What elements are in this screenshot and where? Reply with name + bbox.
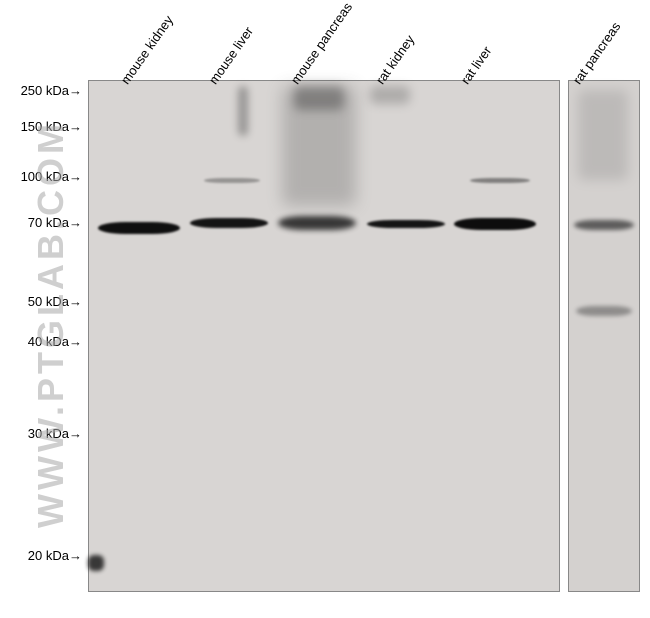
band-7 (574, 220, 634, 230)
marker-label-0: 250 kDa→ (21, 83, 82, 98)
lane-label-2: mouse pancreas (288, 0, 355, 87)
band-0 (98, 222, 180, 234)
band-5 (454, 218, 536, 230)
lane-label-0: mouse kidney (118, 13, 176, 87)
lane-label-1: mouse liver (206, 24, 256, 87)
smear-4 (578, 90, 628, 180)
band-8 (576, 306, 632, 316)
band-3 (278, 216, 356, 230)
band-1 (190, 218, 268, 228)
blot-container: 250 kDa→150 kDa→100 kDa→70 kDa→50 kDa→40… (0, 0, 650, 618)
smear-5 (88, 555, 104, 571)
smear-2 (294, 86, 344, 110)
smear-0 (238, 86, 248, 136)
band-4 (367, 220, 445, 228)
lane-label-3: rat kidney (373, 32, 418, 87)
watermark: WWW.PTGLAB.COM (30, 120, 72, 528)
band-6 (470, 178, 530, 183)
band-2 (204, 178, 260, 183)
marker-label-7: 20 kDa→ (28, 548, 82, 563)
lane-label-5: rat pancreas (570, 19, 624, 87)
smear-3 (370, 86, 410, 104)
